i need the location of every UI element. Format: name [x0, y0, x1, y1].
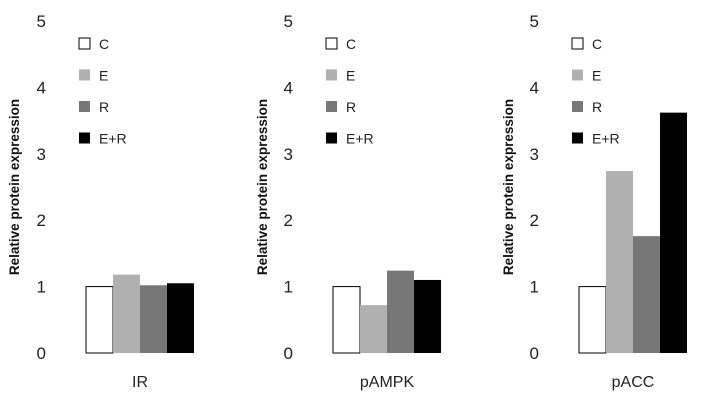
panel-2-ytick-label: 5 [284, 12, 293, 31]
panel-2-ytick-label: 0 [284, 344, 293, 363]
panel-1-bar-eplusr [167, 283, 194, 353]
panel-3-ylabel: Relative protein expression [501, 99, 516, 275]
panel-3-ytick-label: 0 [530, 344, 539, 363]
panel-3-legend-label: C [592, 36, 602, 52]
panel-1-legend-label: R [99, 99, 109, 115]
panel-1-legend-swatch [79, 101, 90, 112]
panel-1-ytick-label: 2 [37, 211, 46, 230]
panel-2-bar-eplusr [414, 279, 441, 353]
panel-1-legend-swatch [78, 37, 91, 50]
panel-1-ylabel: Relative protein expression [7, 99, 22, 275]
panel-1-legend-label: E [99, 68, 108, 84]
panel-3-legend-swatch [572, 69, 583, 81]
panel-2-legend-label: C [346, 36, 356, 52]
panel-3-legend-swatch [571, 37, 584, 50]
panel-1-legend-label: E+R [99, 131, 127, 147]
panel-1-legend-label: C [99, 36, 109, 52]
panel-1-xlabel: IR [132, 374, 148, 391]
panel-3-legend-label: E [592, 68, 601, 84]
panel-3-legend-swatch [572, 132, 583, 144]
panel-3-ytick-label: 2 [530, 211, 539, 230]
panel-1-ytick-label: 0 [37, 344, 46, 363]
panel-2-bar-r [387, 270, 414, 353]
panel-1-bar-r [140, 285, 167, 353]
panel-3-ytick-label: 4 [530, 78, 539, 97]
panel-2-ytick-label: 3 [284, 145, 293, 164]
panel-3-legend-label: R [592, 99, 602, 115]
panel-2-ytick-label: 4 [284, 78, 293, 97]
panel-3-bar-eplusr [660, 112, 687, 353]
panel-3-ytick-label: 1 [530, 278, 539, 297]
panel-3-legend-swatch [572, 101, 583, 112]
panel-2-bar-c [332, 286, 361, 354]
panel-3-xlabel: pACC [612, 374, 655, 391]
panel-2-legend-swatch [326, 132, 337, 144]
panel-2-legend-swatch [326, 101, 337, 112]
panel-2-legend-label: E+R [346, 131, 374, 147]
panel-2-legend-swatch [326, 69, 337, 81]
panel-2-xlabel: pAMPK [360, 374, 415, 391]
panel-2-ytick-label: 1 [284, 278, 293, 297]
panel-2-ytick-label: 2 [284, 211, 293, 230]
panel-2-legend-label: E [346, 68, 355, 84]
panel-2-legend-label: R [346, 99, 356, 115]
panel-1-ytick-label: 1 [37, 278, 46, 297]
panel-1-legend-swatch [79, 132, 90, 144]
panel-3-bar-e [606, 171, 633, 353]
panel-1-legend-swatch [79, 69, 90, 81]
panel-3-ytick-label: 3 [530, 145, 539, 164]
panel-2-bar-e [360, 305, 387, 353]
panel-1-ytick-label: 4 [37, 78, 46, 97]
panel-3-bar-r [633, 236, 660, 353]
panel-3-ytick-label: 5 [530, 12, 539, 31]
panel-1-ytick-label: 3 [37, 145, 46, 164]
panel-3-bar-c [578, 286, 607, 354]
panel-2-legend-swatch [325, 37, 338, 50]
panel-2-ylabel: Relative protein expression [255, 99, 270, 275]
panel-1-ytick-label: 5 [37, 12, 46, 31]
panel-1-bar-e [113, 274, 140, 353]
panel-1-bar-c [85, 286, 114, 354]
panel-3-legend-label: E+R [592, 131, 620, 147]
